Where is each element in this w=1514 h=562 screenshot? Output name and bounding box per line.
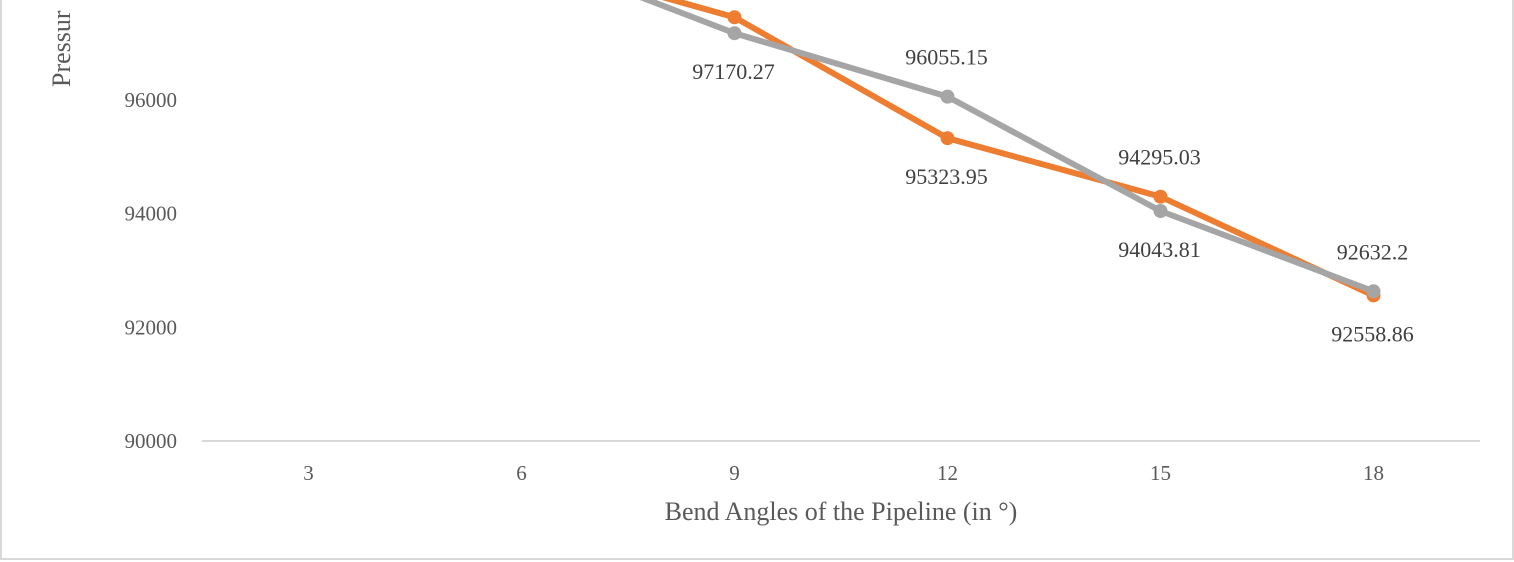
x-tick-label: 15 — [1150, 461, 1171, 485]
x-tick-label: 3 — [303, 461, 314, 485]
data-labels: 95323.95 94295.03 92558.86 97170.27 96055.15… — [692, 45, 1414, 347]
x-tick-label: 18 — [1363, 461, 1384, 485]
y-tick-label: 94000 — [125, 202, 178, 226]
series-layer — [639, 0, 1381, 303]
data-point — [940, 131, 955, 146]
data-label: 96055.15 — [905, 45, 988, 70]
y-tick-label: 92000 — [125, 315, 178, 339]
data-point — [1153, 204, 1168, 219]
data-label: 92558.86 — [1331, 321, 1414, 346]
y-axis-title: Pressur — [47, 10, 76, 87]
data-point — [1366, 284, 1381, 299]
data-point — [940, 89, 955, 104]
data-point — [727, 26, 742, 41]
y-tick-label: 90000 — [125, 429, 178, 453]
data-label: 94043.81 — [1118, 237, 1201, 262]
x-tick-labels: 3 6 9 12 15 18 — [303, 461, 1384, 485]
x-axis-title: Bend Angles of the Pipeline (in °) — [665, 497, 1018, 526]
y-tick-labels: 90000 92000 94000 96000 — [125, 88, 178, 453]
data-label: 92632.2 — [1337, 239, 1409, 264]
x-tick-label: 9 — [729, 461, 740, 485]
data-label: 95323.95 — [905, 164, 988, 189]
data-label: 97170.27 — [692, 59, 775, 84]
data-point — [727, 10, 742, 25]
data-point — [1153, 189, 1168, 204]
x-tick-label: 12 — [937, 461, 958, 485]
y-tick-label: 96000 — [125, 88, 178, 112]
x-tick-label: 6 — [516, 461, 527, 485]
data-label: 94295.03 — [1118, 145, 1201, 170]
